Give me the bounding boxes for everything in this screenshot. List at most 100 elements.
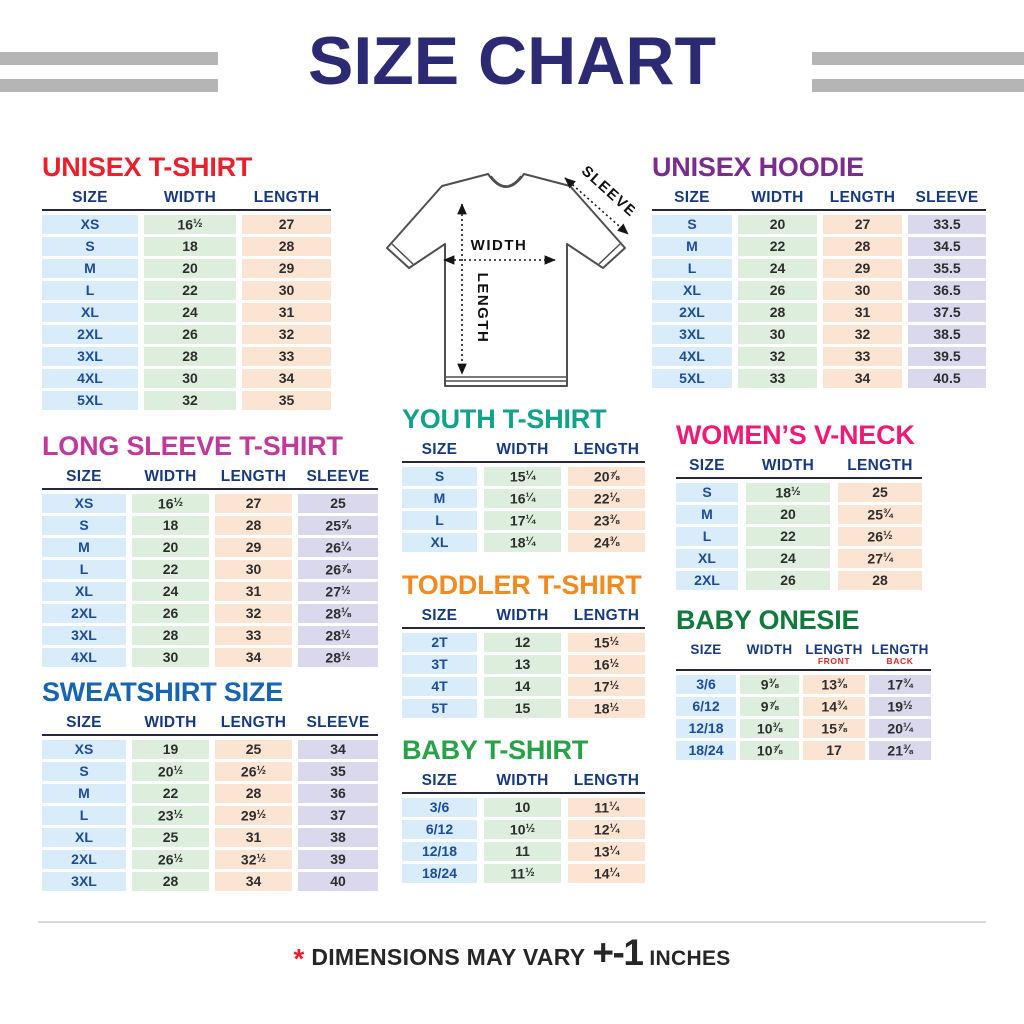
table-cell: 24 [746, 548, 830, 568]
table-cell: 34 [823, 368, 902, 388]
table-cell: 10½ [484, 819, 561, 839]
table-cell: 14¼ [568, 863, 645, 883]
table-row: 4XL 30 34 28½ [42, 647, 378, 667]
table-cell: 30 [823, 280, 902, 300]
column-header: LENGTH [573, 606, 640, 624]
table-row: XL 24 27¼ [676, 548, 922, 568]
column-header: LENGTH [573, 771, 640, 789]
section-baby-tshirt: BABY T-SHIRT SIZE WIDTH LENGTH 3/6 10 11¼ 6/12… [402, 735, 645, 886]
table-cell: 20 [746, 504, 830, 524]
table-cell: 17½ [568, 676, 645, 696]
table-cell: 20 [738, 214, 817, 234]
table-row: 4XL 30 34 [42, 368, 331, 388]
footer-note: * DIMENSIONS MAY VARY +-1 INCHES [0, 932, 1024, 974]
table-cell: 24 [738, 258, 817, 278]
column-subheader: FRONT [817, 655, 851, 666]
table-cell: 22 [738, 236, 817, 256]
table-header-row: SIZE WIDTH LENGTH [42, 188, 331, 211]
table-cell: 31 [242, 302, 331, 322]
table-cell: 27 [215, 493, 292, 513]
table-cell: 9⅞ [740, 696, 799, 716]
table-header-row: SIZE WIDTH LENGTH [402, 606, 645, 629]
size-table-long-sleeve: SIZE WIDTH LENGTH SLEEVE XS 16½ 27 25 S 18 28 25⅝ M 2… [42, 467, 378, 667]
table-cell: 4XL [42, 647, 126, 667]
table-cell: 17 [803, 740, 865, 760]
table-cell: 15 [484, 698, 561, 718]
table-row: 3XL 30 32 38.5 [652, 324, 986, 344]
table-cell: XS [42, 214, 138, 234]
footer-units: INCHES [649, 947, 731, 970]
section-toddler-tshirt: TODDLER T-SHIRT SIZE WIDTH LENGTH 2T 12 15½ 3T… [402, 570, 645, 721]
table-cell: 22 [132, 783, 209, 803]
table-row: S 18½ 25 [676, 482, 922, 502]
table-cell: 31 [823, 302, 902, 322]
column-header: LENGTH [220, 713, 287, 731]
section-baby-onesie: BABY ONESIE SIZE WIDTH LENGTH FRONT LENGTH BA… [676, 605, 931, 763]
length-label: LENGTH [474, 273, 491, 344]
tshirt-outline [386, 173, 626, 387]
table-cell: 17¾ [869, 674, 931, 694]
table-row: 2XL 26 32 28⅛ [42, 603, 378, 623]
table-cell: 18/24 [676, 740, 736, 760]
table-cell: 30 [738, 324, 817, 344]
table-cell: 32 [215, 603, 292, 623]
table-cell: 35 [298, 761, 378, 781]
table-cell: 10⅞ [740, 740, 799, 760]
column-header: SIZE [421, 440, 458, 458]
table-cell: 22 [132, 559, 209, 579]
column-header: LENGTH FRONT [803, 642, 865, 666]
table-cell: 2T [402, 632, 477, 652]
column-header: WIDTH [751, 188, 804, 206]
table-cell: 23⅜ [568, 510, 645, 530]
column-header: SIZE [66, 467, 102, 485]
table-cell: XL [42, 827, 126, 847]
table-row: 3XL 28 33 [42, 346, 331, 366]
page-title: SIZE CHART [308, 23, 716, 99]
table-cell: 3/6 [676, 674, 736, 694]
table-cell: 9⅜ [740, 674, 799, 694]
table-cell: 37 [298, 805, 378, 825]
table-cell: L [676, 526, 738, 546]
table-cell: 28 [838, 570, 922, 590]
section-long-sleeve-tshirt: LONG SLEEVE T-SHIRT SIZE WIDTH LENGTH SLEEV… [42, 431, 378, 670]
table-cell: 2XL [42, 849, 126, 869]
column-header: WIDTH [496, 440, 549, 458]
table-cell: 22 [746, 526, 830, 546]
table-cell: 2XL [42, 324, 138, 344]
table-cell: 40 [298, 871, 378, 891]
table-cell: 11½ [484, 863, 561, 883]
table-cell: 26⅞ [298, 559, 378, 579]
section-unisex-hoodie: UNISEX HOODIE SIZE WIDTH LENGTH SLEEVE S 20 27… [652, 152, 986, 391]
table-cell: 3XL [652, 324, 732, 344]
column-header: WIDTH [144, 467, 197, 485]
decorative-bar [0, 52, 218, 65]
table-row: 5XL 32 35 [42, 390, 331, 410]
table-cell: 22 [144, 280, 236, 300]
table-cell: 5T [402, 698, 477, 718]
table-cell: 33 [823, 346, 902, 366]
column-header: WIDTH [496, 606, 549, 624]
table-row: M 16¼ 22⅛ [402, 488, 645, 508]
table-cell: 29 [823, 258, 902, 278]
table-row: 5XL 33 34 40.5 [652, 368, 986, 388]
table-row: L 17¼ 23⅜ [402, 510, 645, 530]
table-cell: 16½ [132, 493, 209, 513]
column-header: SIZE [690, 641, 722, 657]
column-header: LENGTH [829, 188, 896, 206]
table-cell: 4XL [42, 368, 138, 388]
cuff-lines [391, 243, 621, 265]
table-cell: 3XL [42, 346, 138, 366]
column-header: WIDTH [163, 188, 217, 206]
table-cell: 12¼ [568, 819, 645, 839]
table-row: XL 24 31 [42, 302, 331, 322]
table-cell: 29 [242, 258, 331, 278]
section-title: WOMEN’S V-NECK [676, 420, 915, 450]
table-cell: M [42, 537, 126, 557]
decorative-bar [812, 52, 1024, 65]
table-cell: 37.5 [908, 302, 986, 322]
table-cell: M [42, 258, 138, 278]
table-cell: 38 [298, 827, 378, 847]
table-header-row: SIZE WIDTH LENGTH SLEEVE [42, 713, 378, 736]
table-cell: 6/12 [402, 819, 477, 839]
table-cell: 32 [823, 324, 902, 344]
